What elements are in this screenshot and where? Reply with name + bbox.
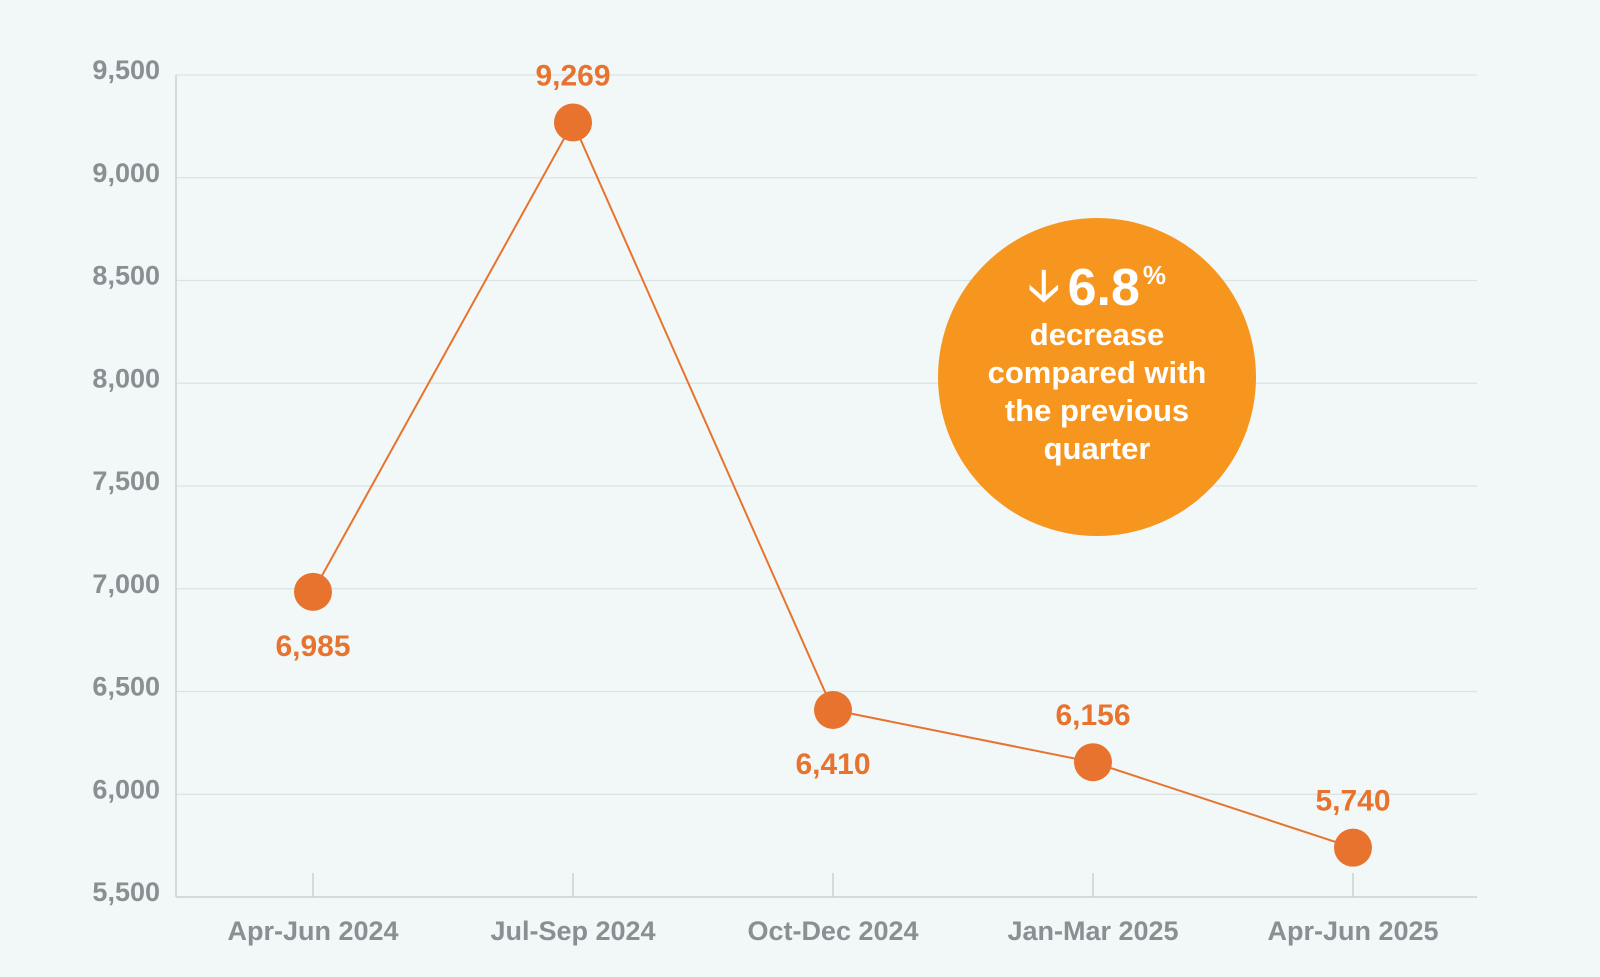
- x-tick-label: Jan-Mar 2025: [1007, 916, 1178, 946]
- y-tick-label: 7,000: [92, 569, 160, 599]
- callout-unit: %: [1142, 260, 1166, 290]
- y-tick-label: 8,000: [92, 363, 160, 393]
- data-point: [554, 103, 592, 142]
- y-tick-label: 6,000: [92, 774, 160, 804]
- x-tick-label: Apr-Jun 2024: [227, 916, 398, 946]
- change-callout-badge: 🡣 6.8 % decrease compared with the previ…: [938, 218, 1256, 536]
- y-tick-label: 5,500: [92, 877, 160, 907]
- callout-headline: 🡣 6.8 %: [1028, 260, 1166, 316]
- data-label: 6,156: [1055, 699, 1130, 732]
- callout-value: 6.8: [1067, 259, 1140, 317]
- data-label: 6,410: [795, 748, 870, 781]
- data-point: [1334, 828, 1372, 867]
- x-tick-label: Apr-Jun 2025: [1267, 916, 1438, 946]
- x-tick-label: Jul-Sep 2024: [490, 916, 655, 946]
- y-tick-label: 8,500: [92, 261, 160, 291]
- data-label: 5,740: [1315, 785, 1390, 818]
- down-arrow-icon: 🡣: [1027, 261, 1060, 310]
- y-tick-label: 7,500: [92, 466, 160, 496]
- data-label: 9,269: [535, 59, 610, 92]
- y-tick-label: 9,500: [92, 55, 160, 85]
- x-tick-label: Oct-Dec 2024: [747, 916, 918, 946]
- data-point: [1074, 743, 1112, 782]
- y-tick-label: 6,500: [92, 672, 160, 702]
- data-label: 6,985: [275, 630, 350, 663]
- y-tick-label: 9,000: [92, 158, 160, 188]
- data-point: [294, 572, 332, 611]
- data-point: [814, 690, 852, 729]
- callout-description: decrease compared with the previous quar…: [987, 317, 1207, 466]
